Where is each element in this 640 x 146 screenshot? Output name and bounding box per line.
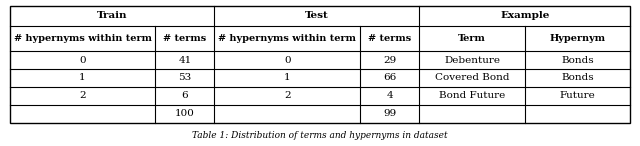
Text: # hypernyms within term: # hypernyms within term xyxy=(13,34,152,43)
Text: Hypernym: Hypernym xyxy=(550,34,605,43)
Text: 1: 1 xyxy=(284,73,291,82)
Text: 41: 41 xyxy=(179,55,191,65)
Text: 1: 1 xyxy=(79,73,86,82)
Text: Table 1: Distribution of terms and hypernyms in dataset: Table 1: Distribution of terms and hyper… xyxy=(192,131,448,140)
Text: # terms: # terms xyxy=(368,34,412,43)
Text: 6: 6 xyxy=(182,91,188,100)
Text: 4: 4 xyxy=(387,91,393,100)
Text: 53: 53 xyxy=(179,73,191,82)
Text: # terms: # terms xyxy=(163,34,207,43)
Text: Debenture: Debenture xyxy=(444,55,500,65)
Text: 66: 66 xyxy=(383,73,396,82)
Text: 29: 29 xyxy=(383,55,396,65)
Bar xyxy=(10,6,630,123)
Text: Future: Future xyxy=(560,91,595,100)
Text: Bonds: Bonds xyxy=(561,73,594,82)
Text: Train: Train xyxy=(97,11,127,20)
Text: 2: 2 xyxy=(79,91,86,100)
Text: 2: 2 xyxy=(284,91,291,100)
Text: 0: 0 xyxy=(79,55,86,65)
Text: Bond Future: Bond Future xyxy=(439,91,505,100)
Text: 0: 0 xyxy=(284,55,291,65)
Text: Bonds: Bonds xyxy=(561,55,594,65)
Text: 100: 100 xyxy=(175,109,195,118)
Text: Covered Bond: Covered Bond xyxy=(435,73,509,82)
Text: 99: 99 xyxy=(383,109,396,118)
Text: Example: Example xyxy=(500,11,550,20)
Text: Term: Term xyxy=(458,34,486,43)
Text: Test: Test xyxy=(305,11,329,20)
Text: # hypernyms within term: # hypernyms within term xyxy=(218,34,356,43)
